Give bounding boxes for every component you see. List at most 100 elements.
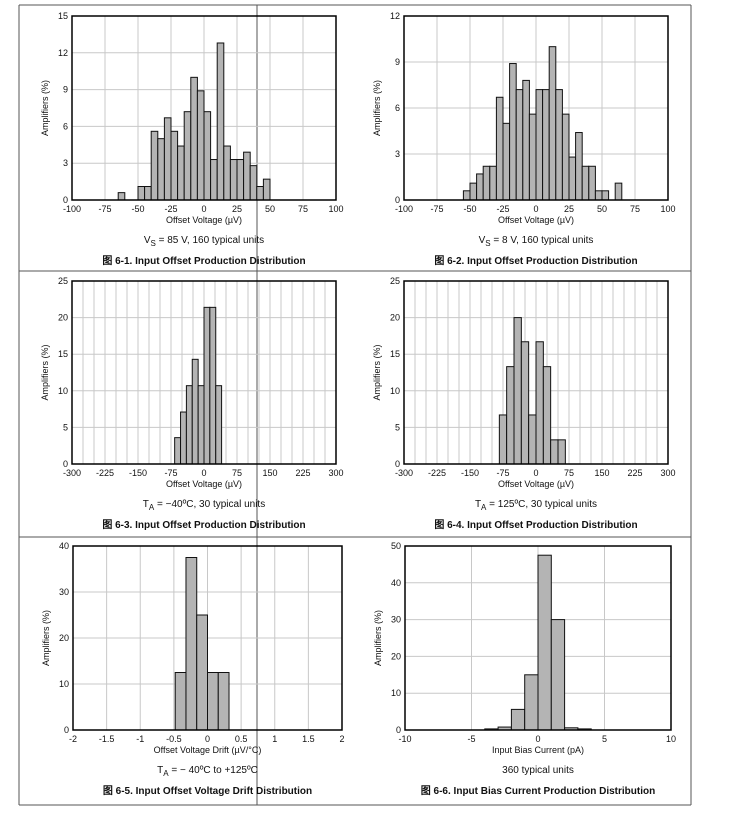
histogram-bar xyxy=(575,132,583,201)
histogram-bar xyxy=(249,165,258,201)
y-tick-label: 10 xyxy=(59,679,69,689)
histogram-bar xyxy=(216,42,225,201)
y-tick-label: 30 xyxy=(59,587,69,597)
histogram-bar xyxy=(528,113,537,201)
histogram-bar xyxy=(207,672,219,731)
x-tick-label: 50 xyxy=(597,204,607,214)
y-tick-label: 0 xyxy=(396,725,401,735)
x-tick-label: 25 xyxy=(564,204,574,214)
x-tick-label: 75 xyxy=(232,468,242,478)
histogram-bar xyxy=(203,306,211,465)
figure-caption: 图 6-3. Input Offset Production Distribut… xyxy=(102,519,305,531)
x-tick-label: -2 xyxy=(69,734,77,744)
histogram-bar xyxy=(557,439,566,465)
x-tick-label: 0 xyxy=(533,204,538,214)
histogram-bar xyxy=(542,366,552,465)
x-tick-label: 2 xyxy=(339,734,344,744)
x-tick-label: -50 xyxy=(131,204,144,214)
histogram-bar xyxy=(537,554,552,731)
plot-frame xyxy=(72,545,343,731)
x-tick-label: 25 xyxy=(232,204,242,214)
x-tick-label: -75 xyxy=(164,468,177,478)
x-tick-label: 75 xyxy=(630,204,640,214)
y-tick-label: 20 xyxy=(391,651,401,661)
histogram-bar xyxy=(185,385,193,465)
histogram-bar xyxy=(217,672,230,731)
condition-subscript: A xyxy=(481,503,487,512)
x-tick-label: -75 xyxy=(430,204,443,214)
x-tick-label: 50 xyxy=(265,204,275,214)
y-tick-label: 15 xyxy=(58,11,68,21)
histogram-bar xyxy=(180,411,187,465)
histogram-bar xyxy=(528,414,537,465)
histogram-bar xyxy=(495,96,504,201)
y-tick-label: 10 xyxy=(391,688,401,698)
y-tick-label: 3 xyxy=(395,149,400,159)
y-tick-label: 6 xyxy=(395,103,400,113)
condition-text: = 125ºC, 30 typical units xyxy=(486,499,597,510)
x-tick-label: 5 xyxy=(602,734,607,744)
y-axis-label: Amplifiers (%) xyxy=(40,344,50,400)
histogram-bar xyxy=(482,165,491,201)
histogram-bar xyxy=(588,165,596,201)
y-axis-label: Amplifiers (%) xyxy=(372,80,382,136)
y-tick-label: 20 xyxy=(390,313,400,323)
histogram-bar xyxy=(594,190,603,201)
histogram-bar xyxy=(190,76,198,201)
x-tick-label: 300 xyxy=(328,468,343,478)
y-tick-label: 10 xyxy=(390,386,400,396)
histogram-bar xyxy=(550,439,559,465)
y-axis-label: Amplifiers (%) xyxy=(373,610,383,666)
x-tick-label: -225 xyxy=(428,468,446,478)
chart-condition: TA = 125ºC, 30 typical units xyxy=(475,499,597,512)
condition-main: V xyxy=(144,235,151,246)
y-tick-label: 9 xyxy=(63,85,68,95)
histogram-bar xyxy=(196,90,205,201)
histogram-bar xyxy=(550,619,566,731)
chart-condition: VS = 8 V, 160 typical units xyxy=(479,235,594,248)
figure-caption: 图 6-5. Input Offset Voltage Drift Distri… xyxy=(103,785,312,797)
histogram-bar xyxy=(515,89,524,201)
histogram-bar xyxy=(469,182,478,201)
condition-subscript: A xyxy=(149,503,155,512)
y-tick-label: 12 xyxy=(58,48,68,58)
x-tick-label: -300 xyxy=(395,468,413,478)
histogram-bar xyxy=(215,385,223,465)
condition-main: T xyxy=(157,765,163,776)
x-tick-label: 10 xyxy=(666,734,676,744)
x-tick-label: -1 xyxy=(136,734,144,744)
histogram-bar xyxy=(509,63,517,201)
y-tick-label: 0 xyxy=(63,195,68,205)
y-tick-label: 0 xyxy=(395,459,400,469)
x-tick-label: -10 xyxy=(398,734,411,744)
histogram-bar xyxy=(174,672,187,731)
histogram-bar xyxy=(535,89,544,201)
x-tick-label: 300 xyxy=(660,468,675,478)
x-tick-label: -100 xyxy=(63,204,81,214)
histogram-bar xyxy=(581,165,590,201)
y-tick-label: 25 xyxy=(58,276,68,286)
figure-caption: 图 6-4. Input Offset Production Distribut… xyxy=(434,519,637,531)
histogram-bar xyxy=(150,130,159,201)
histogram-bar xyxy=(614,182,623,201)
histogram-bar xyxy=(262,178,271,201)
y-tick-label: 30 xyxy=(391,615,401,625)
condition-main: 360 typical units xyxy=(502,765,574,776)
y-tick-label: 50 xyxy=(391,541,401,551)
y-tick-label: 10 xyxy=(58,386,68,396)
histogram-bar xyxy=(510,708,526,731)
x-tick-label: 0 xyxy=(533,468,538,478)
condition-text: = 85 V, 160 typical units xyxy=(156,235,264,246)
x-axis-label: Offset Voltage Drift (µV/°C) xyxy=(154,745,262,755)
y-tick-label: 6 xyxy=(63,121,68,131)
x-tick-label: 225 xyxy=(627,468,642,478)
histogram-bar xyxy=(568,156,577,201)
histogram-bar xyxy=(498,414,508,465)
x-tick-label: 0 xyxy=(535,734,540,744)
y-tick-label: 15 xyxy=(58,349,68,359)
plot-frame xyxy=(403,15,669,201)
x-tick-label: 225 xyxy=(295,468,310,478)
x-tick-label: -25 xyxy=(496,204,509,214)
chart-6: -10 -5 0 5 10 0 10 20 30 40 50 Input Bias Current (… xyxy=(373,541,676,797)
condition-text: = −40ºC, 30 typical units xyxy=(154,499,265,510)
